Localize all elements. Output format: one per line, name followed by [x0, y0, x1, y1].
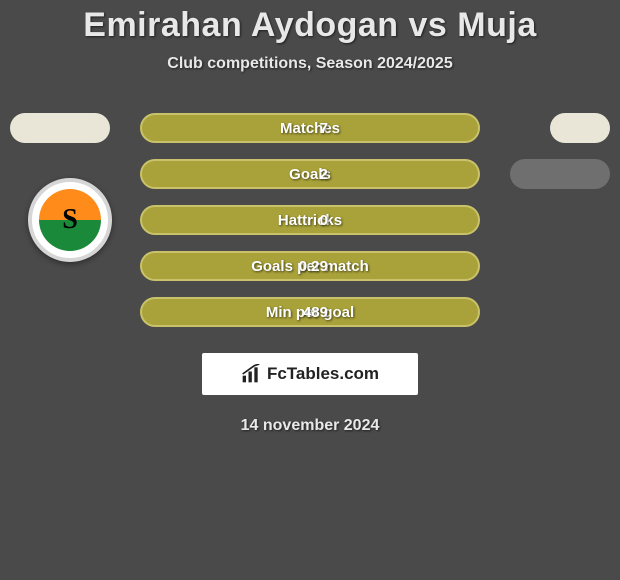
stat-label: Hattricks	[278, 212, 342, 229]
player2-pill	[550, 113, 610, 143]
badge-circle: S	[28, 178, 112, 262]
value-right: 7	[320, 120, 328, 137]
center-bar: Matches7	[140, 113, 480, 143]
player2-pill	[510, 159, 610, 189]
watermark-text: FcTables.com	[267, 364, 379, 384]
bars-icon	[241, 364, 261, 384]
center-bar: Min per goal489	[140, 297, 480, 327]
infographic: Emirahan Aydogan vs Muja Club competitio…	[0, 0, 620, 580]
page-subtitle: Club competitions, Season 2024/2025	[0, 55, 620, 73]
value-right: 489	[303, 304, 328, 321]
center-bar: Goals2	[140, 159, 480, 189]
stat-row: Matches7	[0, 105, 620, 151]
watermark: FcTables.com	[202, 353, 418, 395]
center-bar: Goals per match0.29	[140, 251, 480, 281]
page-title: Emirahan Aydogan vs Muja	[0, 6, 620, 45]
date-text: 14 november 2024	[0, 417, 620, 435]
value-right: 2	[320, 166, 328, 183]
center-bar: Hattricks0	[140, 205, 480, 235]
stat-row: Min per goal489	[0, 289, 620, 335]
player1-pill	[10, 113, 110, 143]
value-right: 0	[320, 212, 328, 229]
team-badge-left: S	[28, 178, 112, 262]
value-right: 0.29	[299, 258, 328, 275]
stat-label: Matches	[280, 120, 340, 137]
badge-inner: S	[39, 189, 101, 251]
